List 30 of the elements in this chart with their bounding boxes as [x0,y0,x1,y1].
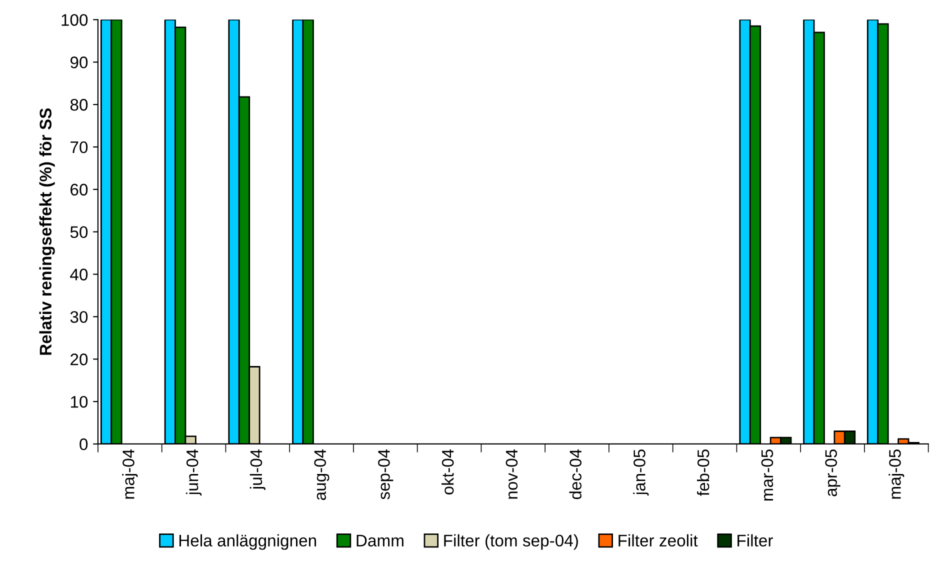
legend-label: Filter zeolit [618,534,698,547]
x-tick-label: apr-05 [825,450,840,496]
legend-label: Filter [738,534,773,547]
y-tick-label: 70 [70,141,88,154]
x-tick-label: jun-04 [186,449,202,496]
x-tick-label: mar-05 [761,450,774,501]
y-tick-label: 60 [70,184,88,196]
y-tick-label: 90 [70,56,88,68]
x-tick-label: maj-04 [122,449,138,499]
legend-label: Filter (tom sep-04) [444,534,578,550]
y-tick-label: 100 [62,14,88,26]
y-tick-label: 50 [70,226,88,238]
x-tick-label: sep-04 [378,449,394,500]
y-tick-label: 40 [70,268,88,280]
x-tick-label: jan-05 [633,450,649,496]
legend-label: Hela anläggnignen [179,534,316,550]
x-tick-label: nov-04 [506,449,518,499]
y-tick-label: 20 [70,354,88,366]
x-tick-label: maj-05 [888,450,904,499]
y-tick-label: 80 [70,98,88,111]
y-tick-label: 30 [70,311,88,323]
y-axis-title: Relativ reningseffekt (%) för SS [39,108,55,355]
x-tick-label: aug-04 [314,449,330,500]
legend-label: Damm [356,534,404,547]
x-tick-label: dec-04 [569,449,582,500]
x-tick-label: okt-04 [442,449,454,494]
y-tick-label: 10 [70,396,88,408]
y-tick-label: 0 [80,438,88,450]
x-tick-label: jul-04 [250,449,266,490]
x-tick-label: feb-05 [697,450,710,496]
